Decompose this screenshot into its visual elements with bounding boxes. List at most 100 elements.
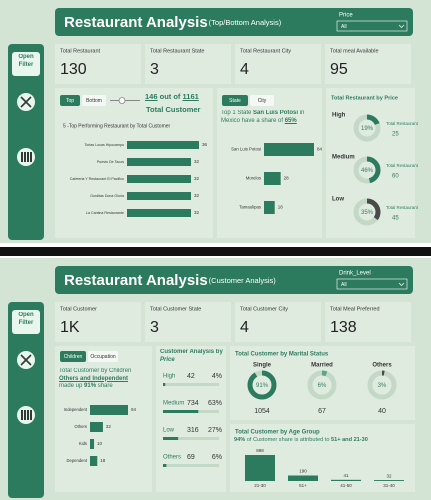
share-label: 19%: [361, 126, 374, 132]
tab[interactable]: [250, 95, 274, 106]
kpi-label: Total Restaurant State: [150, 48, 204, 54]
bar: [264, 143, 314, 156]
value: 316: [187, 427, 199, 434]
bar: [245, 455, 275, 481]
bar: [331, 479, 361, 481]
kpi-label: Total Restaurant: [60, 48, 101, 54]
marital-name: Single: [253, 363, 272, 369]
category-label: 31-40: [383, 483, 395, 488]
progress-bar: [163, 437, 179, 440]
kpi-card: [235, 44, 321, 84]
progress-track: [163, 464, 219, 467]
share-label: 91%: [256, 383, 269, 389]
data-label: 898: [256, 448, 264, 453]
data-label: 32: [386, 473, 392, 478]
bar: [127, 192, 191, 200]
sidebar: [8, 44, 44, 240]
category-label: Gorditas Dona Gloria: [90, 194, 124, 198]
children-note: Total Customer by Children Others and In…: [59, 368, 132, 389]
data-label: 18: [278, 205, 284, 210]
donut-arc: [353, 156, 381, 184]
tab-label: State: [229, 98, 241, 104]
open-filter-button[interactable]: [12, 52, 40, 76]
data-label: 94: [131, 407, 137, 412]
text: Top 1 State: [221, 110, 252, 116]
price-name: Low: [163, 428, 175, 434]
tab[interactable]: [88, 351, 118, 362]
text: San Luis Potosi: [253, 110, 299, 116]
donut-arc: [353, 114, 381, 142]
filter-dropdown[interactable]: [336, 20, 408, 32]
bar: [127, 158, 191, 166]
kpi-label: Total Customer: [60, 306, 97, 312]
donut-arc: [367, 370, 397, 400]
open-filter-text[interactable]: Open Filter: [12, 54, 40, 76]
tab[interactable]: [60, 95, 80, 106]
dropdown-arrow: [398, 24, 405, 28]
category-label: Tortas Locas Hipocampo: [84, 143, 124, 147]
category-label: Morelos: [246, 176, 261, 181]
tab[interactable]: [82, 95, 106, 106]
kpi-value: 138: [330, 319, 357, 336]
text: Customer Analysis by: [160, 349, 223, 355]
kpi-label: Total Customer City: [240, 306, 288, 312]
value: 1054: [254, 408, 270, 415]
kpi-card: [325, 44, 411, 84]
button-label: Open Filter: [18, 312, 34, 326]
category-label: Others: [74, 424, 87, 429]
value-label: Total Restaurant: [386, 163, 419, 168]
subtitle: (Top/Bottom Analysis): [209, 18, 282, 27]
panel: [156, 346, 226, 492]
data-label: 18: [100, 458, 106, 463]
state-note: Top 1 State San Luis Potosi in Mexico ha…: [221, 110, 305, 124]
data-label: 190: [299, 469, 307, 474]
category-label: Tamaulipas: [239, 205, 261, 210]
data-label: 32: [106, 424, 112, 429]
value-label: Total Restaurant: [386, 121, 419, 126]
price-name: Medium: [163, 401, 184, 407]
share-label: 27%: [208, 427, 222, 434]
kpi-card: [145, 302, 231, 342]
open-filter-text-box[interactable]: Open Filter: [16, 312, 36, 327]
header: [55, 266, 413, 294]
tab[interactable]: [222, 95, 248, 106]
share-label: 6%: [212, 454, 222, 461]
panel-title: Total Restaurant by Price: [331, 95, 398, 101]
slider-knob[interactable]: [118, 97, 126, 104]
icon: [21, 410, 23, 420]
filter-dropdown[interactable]: [336, 278, 408, 290]
category-label: Independent: [64, 407, 88, 412]
text: out of: [159, 92, 181, 101]
tab[interactable]: [60, 351, 86, 362]
text: in Mexico have a share of: [221, 110, 305, 124]
data-label: 28: [284, 176, 290, 181]
button-label: Open Filter: [18, 54, 34, 68]
category-label: Puesto De Tacos: [97, 160, 124, 164]
category-label: 21-30: [254, 483, 266, 488]
tab-label: Top: [66, 98, 74, 104]
value-label: Total Restaurant: [386, 205, 419, 210]
open-filter-text-box[interactable]: Open Filter: [16, 54, 36, 69]
kpi-card: [325, 302, 411, 342]
icon: [24, 152, 26, 162]
progress-bar: [163, 410, 199, 413]
filter-label: Price: [339, 13, 353, 19]
bar: [90, 439, 95, 449]
kpi-card: [55, 44, 141, 84]
value: 67: [318, 408, 326, 415]
price-name: Medium: [332, 155, 355, 161]
open-filter-button[interactable]: [12, 310, 40, 334]
category-label: La Cantina Restaurante: [86, 211, 124, 215]
panel-title: Total Customer by Marital Status: [235, 352, 329, 358]
price-name: Others: [163, 455, 181, 461]
text: of Customer share is attributed to: [246, 437, 330, 443]
panel: [230, 346, 415, 420]
data-label: 32: [194, 193, 200, 198]
kpi-card: [55, 302, 141, 342]
share-label: 46%: [361, 168, 374, 174]
open-filter-text[interactable]: Open Filter: [12, 312, 40, 334]
value: 40: [378, 408, 386, 415]
kpi-label: Total Meal Preferred: [330, 306, 380, 312]
text: share: [97, 383, 113, 389]
text: Total Customer by Children: [59, 368, 132, 374]
